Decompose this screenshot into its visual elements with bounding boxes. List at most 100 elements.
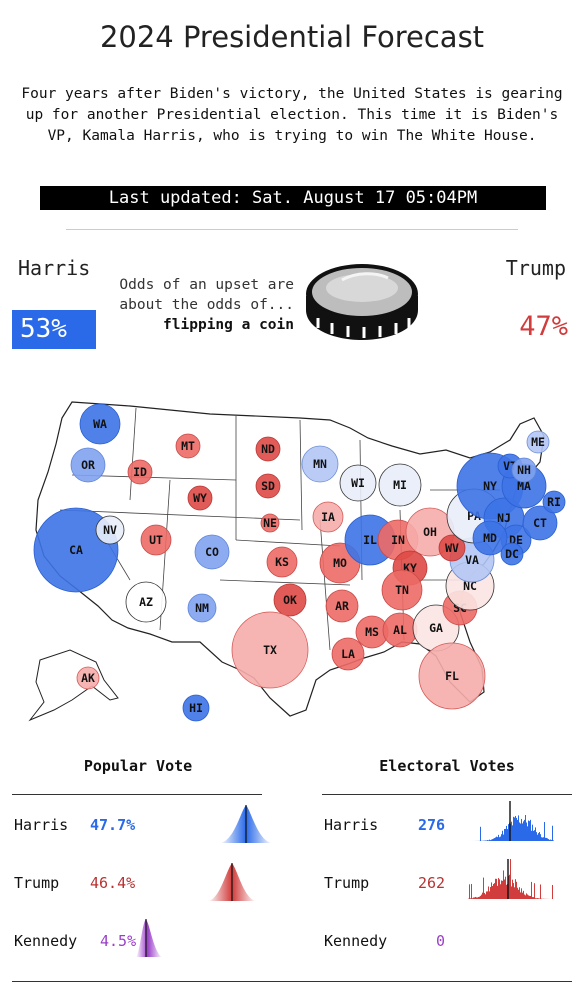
state-bubble-wi[interactable]	[339, 464, 377, 502]
state-bubble-nd[interactable]	[255, 436, 281, 462]
state-bubble-ut[interactable]	[140, 524, 172, 556]
state-bubble-hi[interactable]	[182, 694, 210, 722]
histogram-bar	[498, 878, 499, 899]
state-bubble-co[interactable]	[194, 534, 230, 570]
histogram-bar	[515, 815, 516, 841]
histogram-bar	[511, 886, 512, 899]
ev-trump-value: 262	[418, 874, 446, 892]
histogram-bar	[496, 878, 497, 899]
histogram-bar	[524, 819, 525, 841]
histogram-bar	[500, 884, 501, 899]
ev-harris-name: Harris	[324, 816, 379, 834]
state-bubble-ok[interactable]	[273, 583, 307, 617]
state-bubble-tx[interactable]	[231, 611, 309, 689]
state-bubble-nv[interactable]	[95, 515, 125, 545]
histogram-bar	[491, 839, 492, 841]
pv-harris-name: Harris	[14, 816, 69, 834]
state-bubble-ri[interactable]	[542, 490, 566, 514]
histogram-bar	[470, 898, 471, 899]
histogram-bar	[528, 895, 529, 899]
state-label-oh: OH	[423, 525, 437, 539]
histogram-bar	[552, 884, 553, 899]
state-bubble-ct[interactable]	[522, 505, 558, 541]
histogram-bar	[550, 839, 551, 841]
histogram-bar	[516, 881, 517, 899]
histogram-bar	[514, 887, 515, 899]
histogram-bar	[535, 827, 536, 841]
state-label-al: AL	[393, 623, 407, 637]
state-label-nv: NV	[103, 523, 117, 537]
histogram-bar	[528, 820, 529, 841]
ev-harris-histogram	[468, 801, 554, 841]
histogram-bar	[520, 892, 521, 899]
ev-harris-value: 276	[418, 816, 446, 834]
state-label-nd: ND	[261, 442, 275, 456]
histogram-bar	[503, 834, 504, 841]
state-bubble-sd[interactable]	[255, 473, 281, 499]
state-bubble-wy[interactable]	[187, 485, 213, 511]
histogram-bar	[481, 894, 482, 899]
electoral-map: WA OR CA NV ID MT WY UT AZ CO NM ND SD NE KS OK TX MN IA MO…	[28, 401, 566, 722]
state-bubble-fl[interactable]	[418, 642, 486, 710]
ev-kennedy-name: Kennedy	[324, 932, 388, 950]
state-bubble-wa[interactable]	[79, 403, 121, 445]
histogram-bar	[523, 821, 524, 841]
state-bubble-ar[interactable]	[325, 589, 359, 623]
histogram-bar	[518, 889, 519, 899]
state-bubble-nh[interactable]	[511, 457, 537, 483]
electoral-votes-rule	[322, 794, 572, 795]
state-label-me: ME	[531, 435, 545, 449]
trump-odds: 47%	[519, 311, 568, 342]
state-bubble-ne[interactable]	[260, 513, 280, 533]
histogram-bar	[548, 839, 549, 841]
state-bubble-mi[interactable]	[378, 463, 422, 507]
histogram-bar	[522, 892, 523, 899]
state-bubble-md[interactable]	[472, 520, 508, 556]
popular-vote-rule	[12, 794, 262, 795]
histogram-bar	[551, 839, 552, 841]
state-label-ms: MS	[365, 625, 379, 639]
state-label-ma: MA	[517, 479, 531, 493]
histogram-bar	[512, 879, 513, 899]
state-bubble-la[interactable]	[331, 637, 365, 671]
histogram-bar	[549, 839, 550, 841]
histogram-bar	[509, 874, 510, 899]
histogram-bar	[490, 887, 491, 899]
state-bubble-ks[interactable]	[266, 546, 298, 578]
ev-trump-histogram	[468, 859, 554, 899]
state-bubble-ak[interactable]	[76, 666, 100, 690]
state-label-id: ID	[133, 465, 147, 479]
histogram-bar	[533, 830, 534, 841]
state-bubble-wv[interactable]	[438, 534, 466, 562]
state-bubble-tn[interactable]	[381, 569, 423, 611]
state-bubble-ia[interactable]	[312, 501, 344, 533]
histogram-bar	[538, 898, 539, 899]
histogram-bar	[486, 840, 487, 841]
histogram-bar	[508, 824, 509, 841]
state-label-wv: WV	[445, 541, 459, 555]
histogram-bar	[525, 895, 526, 899]
histogram-bar	[540, 884, 541, 899]
page-title: 2024 Presidential Forecast	[99, 20, 485, 54]
histogram-bar	[494, 838, 495, 841]
histogram-bar	[536, 832, 537, 841]
state-bubble-mt[interactable]	[175, 433, 201, 459]
histogram-bar	[513, 816, 514, 841]
state-bubble-nm[interactable]	[187, 593, 217, 623]
state-label-mt: MT	[181, 439, 195, 453]
histogram-bar	[526, 893, 527, 899]
state-bubble-me[interactable]	[526, 430, 550, 454]
state-bubble-mn[interactable]	[301, 445, 339, 483]
histogram-bar	[541, 837, 542, 841]
state-bubble-dc[interactable]	[500, 542, 524, 566]
histogram-bar	[534, 830, 535, 841]
state-label-nm: NM	[195, 601, 209, 615]
state-bubble-id[interactable]	[127, 459, 153, 485]
histogram-bar	[515, 879, 516, 899]
histogram-bar	[521, 818, 522, 841]
state-label-ga: GA	[429, 621, 443, 635]
state-bubble-az[interactable]	[125, 581, 167, 623]
state-bubble-or[interactable]	[70, 447, 106, 483]
histogram-bar	[530, 895, 531, 899]
harris-odds: 53%	[12, 310, 96, 349]
